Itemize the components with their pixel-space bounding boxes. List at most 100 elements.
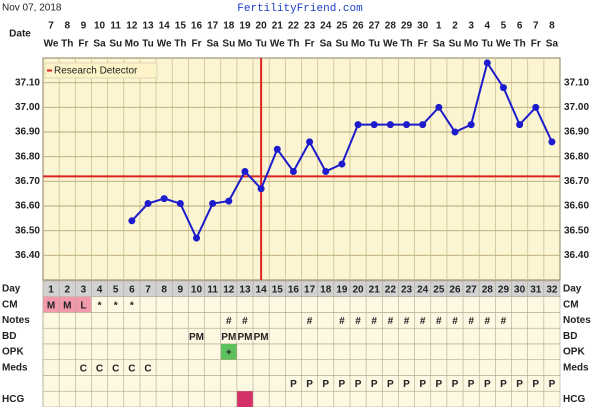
y-tick-label: 36.60 bbox=[15, 201, 40, 212]
temperature-point bbox=[516, 121, 524, 129]
row-label: Day bbox=[2, 284, 21, 295]
weekday-label: We bbox=[44, 39, 59, 50]
date-label: 25 bbox=[336, 21, 348, 32]
weekday-label: Mo bbox=[464, 39, 478, 50]
cell-text: P bbox=[290, 379, 297, 390]
weekday-label: Th bbox=[174, 39, 186, 50]
cell-text: # bbox=[420, 316, 426, 327]
cell-fill bbox=[75, 296, 92, 313]
weekday-label: Th bbox=[400, 39, 412, 50]
temperature-point bbox=[241, 167, 249, 175]
cell-text: 8 bbox=[161, 285, 167, 296]
row-label-right: OPK bbox=[563, 347, 585, 358]
cell-fill bbox=[43, 296, 60, 313]
weekday-label: Mo bbox=[125, 39, 139, 50]
date-label: 18 bbox=[223, 21, 235, 32]
weekday-label: Fr bbox=[78, 39, 88, 50]
temperature-point bbox=[209, 200, 217, 208]
cell-text: P bbox=[549, 379, 556, 390]
cell-text: # bbox=[485, 316, 491, 327]
weekday-label: Mo bbox=[351, 39, 365, 50]
date-label: 28 bbox=[385, 21, 397, 32]
weekday-label: Fr bbox=[305, 39, 315, 50]
date-label: 16 bbox=[191, 21, 203, 32]
date-label: 1 bbox=[436, 21, 442, 32]
cell-text: # bbox=[468, 316, 474, 327]
cell-fill bbox=[220, 344, 237, 360]
weekday-label: Tu bbox=[142, 39, 153, 50]
cell-text: PM bbox=[237, 332, 252, 343]
cell-text: * bbox=[114, 300, 118, 311]
cell-text: # bbox=[355, 316, 361, 327]
temperature-point bbox=[532, 103, 540, 111]
temperature-point bbox=[483, 59, 491, 67]
site-name: FertilityFriend.com bbox=[237, 3, 363, 15]
weekday-label: We bbox=[270, 39, 285, 50]
cell-text: 29 bbox=[498, 285, 510, 296]
weekday-label: Su bbox=[449, 39, 462, 50]
weekday-label: Sa bbox=[546, 39, 559, 50]
cell-text: 17 bbox=[304, 285, 316, 296]
row-label-right: BD bbox=[563, 331, 577, 342]
weekday-label: Sa bbox=[93, 39, 106, 50]
date-label: 9 bbox=[81, 21, 87, 32]
cell-text: P bbox=[500, 379, 507, 390]
date-label: 4 bbox=[485, 21, 491, 32]
row-label-right: CM bbox=[563, 299, 579, 310]
cell-text: 14 bbox=[256, 285, 268, 296]
cell-text: C bbox=[112, 363, 119, 374]
weekday-label: Fr bbox=[418, 39, 428, 50]
date-label: 29 bbox=[401, 21, 413, 32]
date-label: 19 bbox=[239, 21, 251, 32]
date-label: 7 bbox=[533, 21, 539, 32]
y-tick-label: 36.70 bbox=[15, 176, 40, 187]
row-label: Notes bbox=[2, 315, 30, 326]
cell-text: # bbox=[404, 316, 410, 327]
cell-text: P bbox=[516, 379, 523, 390]
cell-text: PM bbox=[221, 332, 236, 343]
temperature-point bbox=[435, 103, 443, 111]
cell-text: 31 bbox=[530, 285, 542, 296]
cell-text: # bbox=[339, 316, 345, 327]
cell-text: P bbox=[403, 379, 410, 390]
weekday-label: Fr bbox=[531, 39, 541, 50]
weekday-label: We bbox=[157, 39, 172, 50]
temperature-point bbox=[192, 234, 200, 242]
date-label: 17 bbox=[207, 21, 219, 32]
date-label: 22 bbox=[288, 21, 300, 32]
date-label: 6 bbox=[517, 21, 523, 32]
date-label: 27 bbox=[369, 21, 381, 32]
cell-text: 5 bbox=[113, 285, 119, 296]
y-tick-label: 36.40 bbox=[15, 250, 40, 261]
cell-text: 19 bbox=[336, 285, 348, 296]
date-label: 14 bbox=[159, 21, 171, 32]
temperature-point bbox=[128, 217, 136, 225]
cell-text: 11 bbox=[207, 285, 218, 296]
cell-text: 7 bbox=[145, 285, 151, 296]
weekday-label: Sa bbox=[433, 39, 446, 50]
cell-text: M bbox=[63, 300, 71, 311]
weekday-label: Sa bbox=[207, 39, 220, 50]
row-label: BD bbox=[2, 331, 16, 342]
y-tick-label-right: 37.10 bbox=[564, 77, 589, 88]
date-label: 23 bbox=[304, 21, 316, 32]
weekday-label: Tu bbox=[368, 39, 379, 50]
cell-text: P bbox=[452, 379, 459, 390]
cell-text: # bbox=[242, 316, 248, 327]
temperature-point bbox=[403, 121, 411, 129]
row-label: CM bbox=[2, 299, 18, 310]
temperature-point bbox=[144, 200, 152, 208]
cell-text: 32 bbox=[546, 285, 558, 296]
cell-text: 13 bbox=[239, 285, 251, 296]
cell-text: # bbox=[226, 316, 232, 327]
cell-text: P bbox=[306, 379, 313, 390]
temperature-point bbox=[176, 200, 184, 208]
weekday-label: Sa bbox=[320, 39, 333, 50]
temperature-point bbox=[386, 121, 394, 129]
date-label: 8 bbox=[64, 21, 70, 32]
cell-text: 21 bbox=[369, 285, 381, 296]
weekday-label: Th bbox=[514, 39, 526, 50]
temperature-point bbox=[354, 121, 362, 129]
cell-text: 9 bbox=[178, 285, 184, 296]
